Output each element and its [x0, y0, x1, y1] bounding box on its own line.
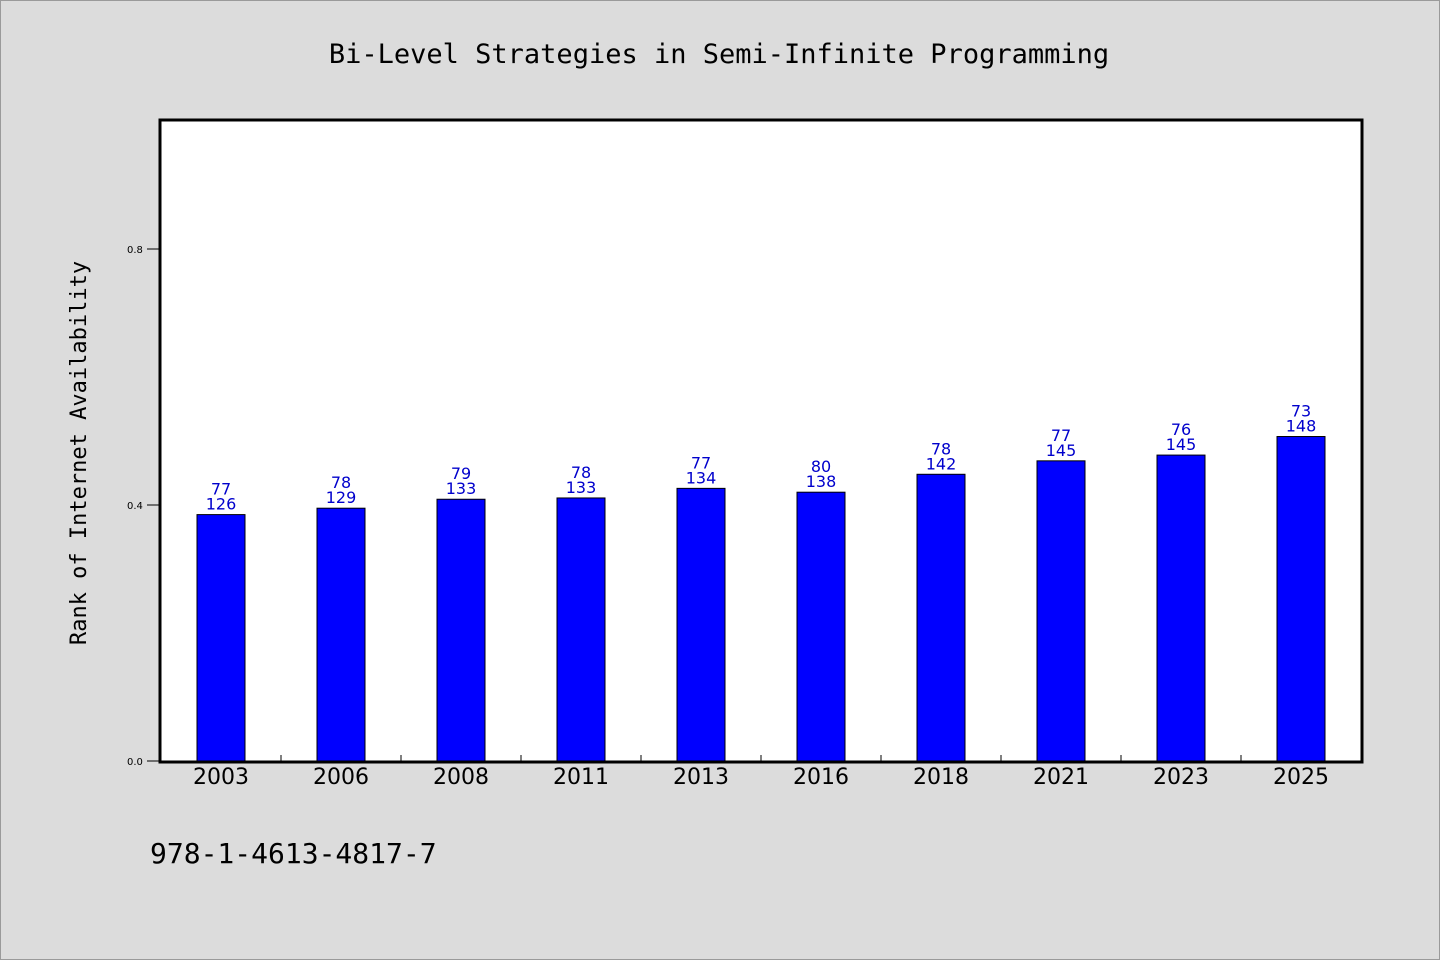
x-tick-label: 2003 — [193, 765, 249, 790]
data-label-top: 78 — [931, 439, 951, 458]
y-axis-label: Rank of Internet Availability — [67, 261, 92, 645]
data-label-top: 78 — [571, 463, 591, 482]
data-label-top: 80 — [811, 457, 831, 476]
footnote-text: 978-1-4613-4817-7 — [150, 837, 437, 870]
x-tick-label: 2011 — [553, 765, 609, 790]
bar-2003 — [196, 514, 246, 762]
x-tick-label: 2013 — [673, 765, 729, 790]
bar-2006 — [316, 507, 366, 762]
data-label-bottom: 133 — [446, 479, 477, 498]
bar-2011 — [556, 497, 606, 762]
x-tick-label: 2006 — [313, 765, 369, 790]
bar-2013 — [676, 487, 726, 762]
bar-2025 — [1276, 436, 1326, 762]
chart-title: Bi-Level Strategies in Semi-Infinite Pro… — [329, 39, 1109, 70]
data-label-top: 77 — [691, 453, 711, 472]
x-axis: 2003 2006 2008 2011 2013 2016 2018 2021 2023 2025 — [193, 755, 1329, 790]
x-tick-label: 2021 — [1033, 765, 1089, 790]
x-tick-label: 2023 — [1153, 765, 1209, 790]
x-tick-label: 2025 — [1273, 765, 1329, 790]
y-tick-label: 0.4 — [127, 501, 143, 512]
data-label-bottom: 148 — [1286, 417, 1317, 436]
data-label-top: 79 — [451, 464, 471, 483]
x-tick-label: 2018 — [913, 765, 969, 790]
bar-2023 — [1156, 454, 1206, 762]
data-label-bottom: 142 — [926, 454, 957, 473]
x-tick-label: 2008 — [433, 765, 489, 790]
bar-2008 — [436, 498, 486, 762]
data-label-top: 78 — [331, 473, 351, 492]
y-tick-label: 0.0 — [127, 757, 143, 768]
bar-2021 — [1036, 460, 1086, 762]
data-label-bottom: 129 — [326, 488, 357, 507]
data-label-bottom: 138 — [806, 472, 837, 491]
data-label-top: 76 — [1171, 420, 1191, 439]
data-label-bottom: 145 — [1046, 441, 1077, 460]
data-label-bottom: 134 — [686, 468, 717, 487]
x-tick-label: 2016 — [793, 765, 849, 790]
bars-group — [196, 436, 1326, 762]
bar-2018 — [916, 473, 966, 762]
data-label-top: 73 — [1291, 402, 1311, 421]
bar-2016 — [796, 491, 846, 762]
data-labels-group: 7712678129791337813377134801387814277145… — [206, 402, 1317, 514]
data-label-bottom: 133 — [566, 478, 597, 497]
data-label-top: 77 — [211, 480, 231, 499]
data-label-bottom: 145 — [1166, 435, 1197, 454]
y-tick-label: 0.8 — [127, 245, 143, 256]
y-axis: 0.0 0.4 0.8 — [127, 245, 161, 768]
data-label-bottom: 126 — [206, 495, 237, 514]
data-label-top: 77 — [1051, 426, 1071, 445]
